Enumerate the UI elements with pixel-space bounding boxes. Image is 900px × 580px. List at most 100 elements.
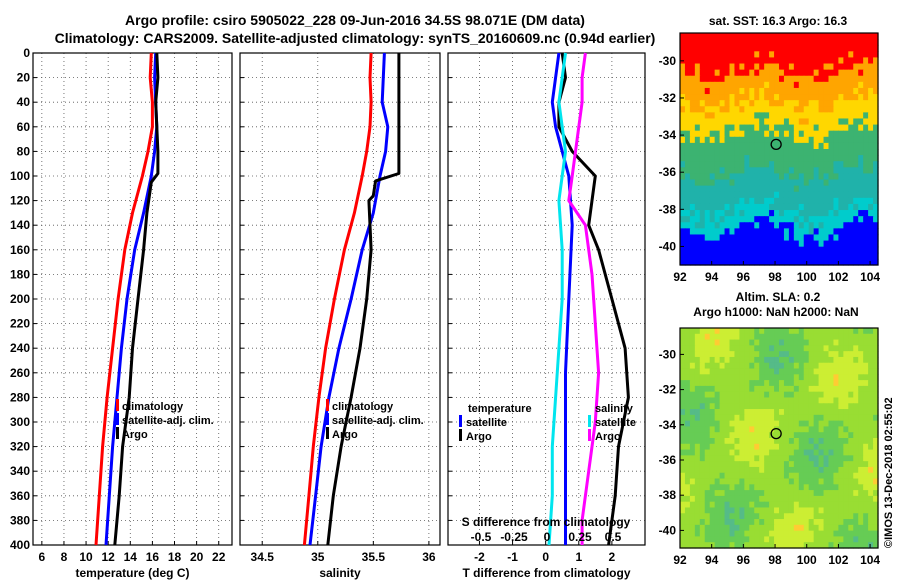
map-cell [868, 495, 874, 503]
map-cell [724, 161, 731, 168]
map-cell [684, 39, 691, 46]
map-cell [699, 51, 706, 59]
map-cell [689, 136, 696, 144]
map-cell [843, 368, 849, 375]
map-cell [714, 106, 721, 113]
map-cell [719, 426, 726, 433]
map-cell [783, 501, 790, 509]
map-cell [788, 495, 795, 503]
map-cell [724, 362, 731, 370]
map-cell [803, 490, 810, 497]
map-cell [783, 328, 790, 335]
map-cell [798, 197, 805, 205]
map-cell [853, 155, 859, 162]
map-cell [744, 391, 750, 399]
map-cell [783, 197, 790, 205]
map-cell [689, 420, 696, 428]
map-cell [734, 33, 740, 40]
map-cell [754, 345, 760, 352]
map-cell [873, 179, 879, 187]
map-cell [719, 490, 726, 497]
map-cell [868, 356, 874, 364]
map-cell [798, 426, 805, 433]
map-cell [699, 118, 706, 126]
map-cell [863, 519, 869, 526]
map-cell [793, 69, 800, 77]
map-cell [873, 536, 879, 543]
map-cell [714, 455, 721, 462]
map-cell [848, 495, 854, 503]
map-cell [749, 536, 755, 543]
map-cell [793, 124, 800, 132]
map-cell [863, 228, 869, 236]
map-cell [714, 380, 721, 387]
map-cell [680, 345, 686, 352]
map-cell [689, 380, 696, 387]
map-cell [803, 530, 810, 538]
map-cell [694, 328, 701, 335]
map-cell [739, 403, 745, 410]
map-cell [704, 222, 711, 229]
map-cell [848, 513, 854, 520]
map-cell [709, 414, 716, 422]
map-cell [689, 179, 696, 187]
map-cell [818, 75, 825, 83]
map-cell [719, 438, 726, 445]
map-cell [764, 197, 770, 205]
map-cell [764, 397, 770, 404]
map-cell [779, 345, 785, 352]
map-cell [808, 197, 815, 205]
map-cell [858, 472, 864, 480]
map-cell [774, 432, 780, 439]
map-cell [803, 351, 810, 358]
map-cell [843, 167, 849, 175]
x-tick-label: 16 [146, 550, 160, 564]
map-cell [818, 478, 825, 485]
map-cell [680, 51, 686, 59]
map-cell [779, 210, 785, 217]
map-cell [833, 94, 839, 101]
map-cell [724, 420, 731, 428]
map-cell [858, 524, 864, 532]
map-cell [689, 216, 696, 223]
map-cell [868, 94, 874, 101]
map-cell [823, 155, 830, 162]
map-cell [714, 345, 721, 352]
map-cell [754, 33, 760, 40]
map-cell [793, 149, 800, 156]
map-cell [848, 380, 854, 387]
map-cell [754, 478, 760, 485]
map-cell [680, 197, 686, 205]
map-cell [744, 57, 750, 65]
map-cell [684, 69, 691, 77]
map-cell [793, 339, 800, 346]
map-cell [823, 345, 830, 352]
map-cell [744, 179, 750, 187]
map-cell [858, 161, 864, 168]
map-cell [709, 197, 716, 205]
map-cell [823, 246, 830, 254]
map-cell [719, 397, 726, 404]
map-cell [704, 252, 711, 260]
map-cell [689, 87, 696, 95]
map-cell [759, 542, 765, 549]
map-cell [848, 472, 854, 480]
map-cell [803, 45, 810, 52]
map-cell [709, 100, 716, 107]
map-cell [818, 519, 825, 526]
map-cell [749, 362, 755, 370]
map-cell [689, 501, 696, 509]
map-cell [823, 57, 830, 65]
map-cell [774, 374, 780, 381]
map-cell [803, 173, 810, 181]
map-cell [813, 155, 820, 162]
map-cell [769, 403, 775, 410]
map-cell [769, 455, 775, 462]
map-cell [759, 246, 765, 254]
map-cell [764, 191, 770, 199]
map-cell [853, 414, 859, 422]
map-cell [793, 501, 800, 509]
map-cell [779, 391, 785, 399]
map-cell [783, 33, 790, 40]
map-cell [808, 490, 815, 497]
